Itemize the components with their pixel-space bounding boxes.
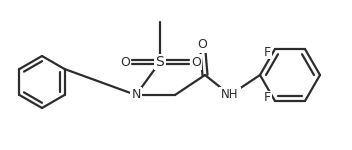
Text: N: N [131,88,141,102]
Text: F: F [264,45,271,58]
Text: O: O [197,39,207,51]
Text: F: F [264,92,271,105]
Text: O: O [191,56,201,69]
Text: O: O [120,56,130,69]
Text: S: S [156,55,164,69]
Text: NH: NH [221,88,239,102]
